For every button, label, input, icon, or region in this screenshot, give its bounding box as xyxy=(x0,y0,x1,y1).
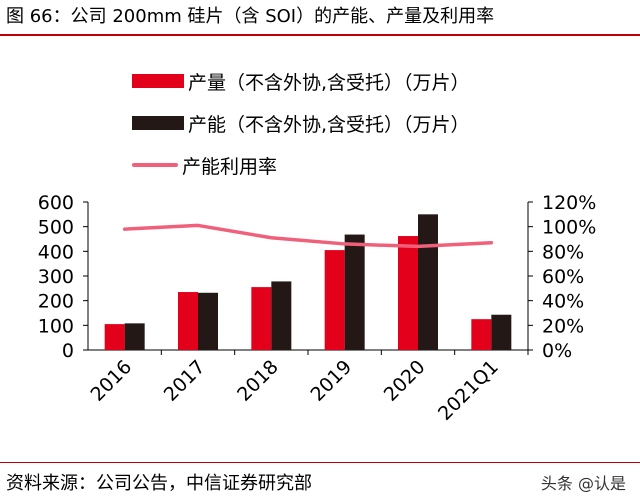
left-tick-label: 500 xyxy=(38,217,74,239)
bar-production xyxy=(178,292,198,350)
right-tick-label: 60% xyxy=(542,266,584,288)
left-tick-label: 0 xyxy=(62,340,74,362)
right-tick-label: 40% xyxy=(542,291,584,313)
right-tick-label: 100% xyxy=(542,217,596,239)
legend-swatch-capacity xyxy=(132,116,184,130)
left-tick-label: 400 xyxy=(38,241,74,263)
bar-capacity xyxy=(198,292,218,350)
left-tick-label: 600 xyxy=(38,192,74,214)
bar-capacity xyxy=(124,323,145,350)
bar-production xyxy=(471,319,492,350)
legend-item-utilization: 产能利用率 xyxy=(132,144,470,186)
left-tick-label: 200 xyxy=(38,291,74,313)
bar-production xyxy=(324,250,345,350)
legend-item-production: 产量（不含外协,含受托）（万片） xyxy=(132,60,470,102)
legend-label-production: 产量（不含外协,含受托）（万片） xyxy=(188,71,470,94)
x-tick-label: 2021Q1 xyxy=(434,356,503,425)
watermark: 头条 @认是 xyxy=(540,474,626,493)
bar-production xyxy=(398,236,418,350)
x-tick-label: 2020 xyxy=(380,356,430,406)
right-tick-label: 0% xyxy=(542,340,572,362)
bar-production xyxy=(251,287,272,350)
x-tick-label: 2019 xyxy=(306,356,356,406)
title-divider xyxy=(0,34,640,36)
legend-label-utilization: 产能利用率 xyxy=(182,155,278,178)
bar-production xyxy=(104,324,125,350)
left-tick-label: 300 xyxy=(38,266,74,288)
left-tick-label: 100 xyxy=(38,315,74,337)
bar-capacity xyxy=(344,234,365,350)
source-note: 资料来源：公司公告，中信证券研究部 xyxy=(6,473,312,494)
chart-title: 图 66：公司 200mm 硅片（含 SOI）的产能、产量及利用率 xyxy=(6,6,495,27)
legend: 产量（不含外协,含受托）（万片） 产能（不含外协,含受托）（万片） 产能利用率 xyxy=(132,60,470,186)
legend-swatch-utilization xyxy=(132,163,178,167)
footer-divider xyxy=(0,462,640,463)
right-tick-label: 80% xyxy=(542,241,584,263)
right-tick-label: 120% xyxy=(542,192,596,214)
legend-swatch-production xyxy=(132,74,184,88)
right-tick-label: 20% xyxy=(542,315,584,337)
utilization-line xyxy=(122,223,494,249)
legend-item-capacity: 产能（不含外协,含受托）（万片） xyxy=(132,102,470,144)
x-tick-label: 2018 xyxy=(233,356,283,406)
legend-label-capacity: 产能（不含外协,含受托）（万片） xyxy=(188,113,470,136)
x-tick-label: 2016 xyxy=(86,356,136,406)
bar-capacity xyxy=(271,281,292,350)
x-tick-label: 2017 xyxy=(160,356,210,406)
bar-capacity xyxy=(418,214,438,350)
bar-capacity xyxy=(491,314,512,350)
